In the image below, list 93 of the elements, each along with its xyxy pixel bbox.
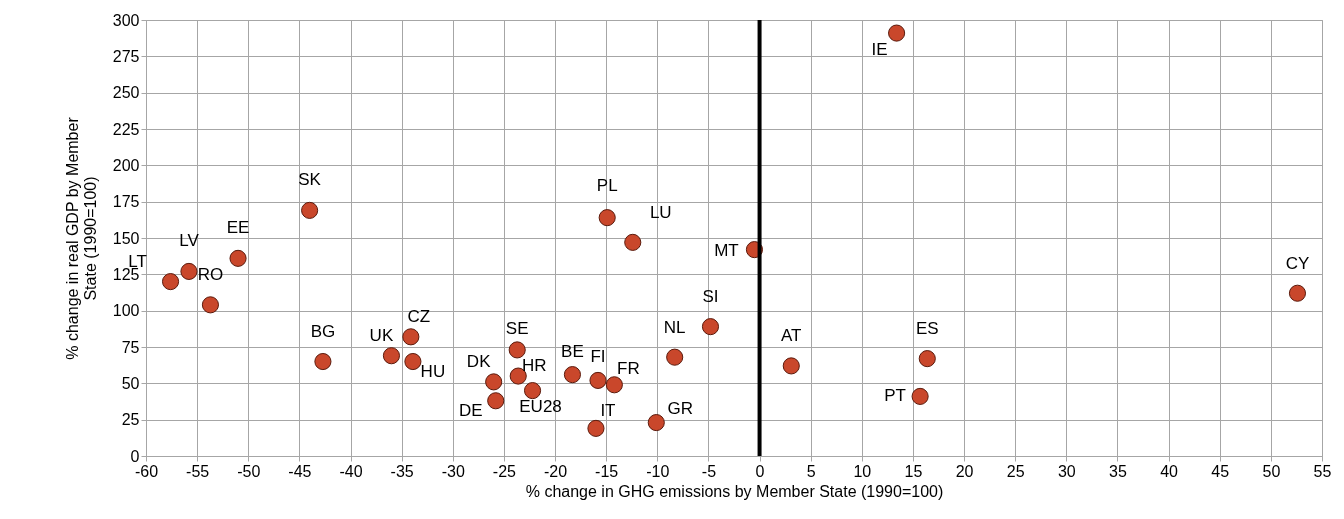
y-tick-label: 50 xyxy=(121,374,140,392)
x-tick-label: 35 xyxy=(1109,462,1127,480)
point xyxy=(598,209,616,227)
point xyxy=(918,350,936,368)
point xyxy=(180,262,198,280)
y-tick-label: 0 xyxy=(130,447,140,465)
data-label: SI xyxy=(702,286,719,306)
point xyxy=(382,347,400,365)
x-tick-label: -55 xyxy=(186,462,210,480)
x-tick-label: 25 xyxy=(1006,462,1025,480)
data-label: LU xyxy=(649,203,672,223)
y-tick-label: 100 xyxy=(112,302,140,320)
data-label: MT xyxy=(714,240,739,260)
x-tick-label: -25 xyxy=(492,462,517,480)
point xyxy=(404,352,422,371)
data-label: UK xyxy=(369,325,394,345)
x-tick-label: 0 xyxy=(755,462,765,480)
data-label: NL xyxy=(663,318,686,338)
x-tick-label: 10 xyxy=(853,462,872,480)
data-label: PL xyxy=(596,175,618,195)
x-tick-label: -45 xyxy=(288,462,312,480)
point xyxy=(301,201,319,219)
data-label: IT xyxy=(600,401,616,421)
data-label: DE xyxy=(458,400,483,420)
point xyxy=(161,273,180,291)
point xyxy=(563,366,581,384)
data-label: GR xyxy=(667,398,694,418)
point xyxy=(666,348,684,366)
y-tick-label: 300 xyxy=(112,11,140,29)
x-tick-label: -40 xyxy=(339,462,363,480)
x-tick-label: -15 xyxy=(595,462,619,480)
point xyxy=(1288,284,1307,302)
x-tick-label: 50 xyxy=(1262,462,1281,480)
point xyxy=(402,328,420,346)
x-tick-label: 55 xyxy=(1313,462,1332,480)
x-tick-label: -35 xyxy=(390,462,414,480)
x-tick-label: 30 xyxy=(1057,462,1076,480)
x-axis-title: % change in GHG emissions by Member State (1990=100) xyxy=(525,482,944,500)
y-tick-label: 200 xyxy=(112,156,140,174)
point xyxy=(587,419,605,437)
data-label: LV xyxy=(179,231,200,251)
y-tick-label: 75 xyxy=(121,338,140,356)
y-tick-label: 225 xyxy=(112,120,140,138)
y-tick-label: 25 xyxy=(121,411,140,429)
data-label: IE xyxy=(871,40,888,60)
x-tick-label: 5 xyxy=(806,462,816,480)
data-label: SK xyxy=(298,170,322,190)
x-tick-label: -50 xyxy=(237,462,261,480)
point xyxy=(589,371,607,389)
point xyxy=(201,296,219,314)
point xyxy=(624,233,642,251)
data-label: AT xyxy=(781,325,802,345)
point xyxy=(911,387,929,405)
point xyxy=(523,382,542,400)
x-tick-label: 15 xyxy=(904,462,923,480)
data-label: DK xyxy=(466,351,492,371)
point xyxy=(605,376,623,394)
x-tick-label: -60 xyxy=(134,462,159,480)
data-label: BG xyxy=(310,321,336,341)
data-label: CZ xyxy=(407,306,431,326)
data-label: CY xyxy=(1285,254,1310,274)
data-label: EE xyxy=(226,218,250,238)
y-axis-title: % change in real GDP by Member State (1990=100) xyxy=(63,116,99,360)
x-tick-label: 40 xyxy=(1160,462,1179,480)
y-tick-label: 250 xyxy=(112,84,140,102)
data-label: HU xyxy=(420,361,446,381)
y-tick-label: 150 xyxy=(112,229,140,247)
x-tick-label: -5 xyxy=(701,462,717,480)
x-tick-label: 20 xyxy=(955,462,974,480)
point xyxy=(701,318,720,336)
point xyxy=(888,24,906,42)
data-label: EU28 xyxy=(519,396,562,416)
data-label: HR xyxy=(521,356,547,376)
x-tick-label: -20 xyxy=(543,462,568,480)
data-label: RO xyxy=(197,264,224,284)
y-tick-label: 275 xyxy=(112,47,140,65)
point xyxy=(229,249,247,267)
data-label: BE xyxy=(561,341,584,361)
x-tick-label: 45 xyxy=(1211,462,1230,480)
point xyxy=(647,414,665,432)
y-tick-label: 175 xyxy=(112,193,140,211)
point xyxy=(508,341,526,359)
point xyxy=(782,357,800,375)
data-label: SE xyxy=(505,318,529,338)
data-label: FI xyxy=(590,347,606,367)
data-label: FR xyxy=(617,358,640,378)
x-tick-label: -10 xyxy=(646,462,670,480)
x-tick-label: -30 xyxy=(441,462,465,480)
point xyxy=(314,352,332,371)
data-label: ES xyxy=(915,318,939,338)
point xyxy=(485,373,503,391)
point xyxy=(487,392,505,410)
data-label: PT xyxy=(884,386,906,406)
